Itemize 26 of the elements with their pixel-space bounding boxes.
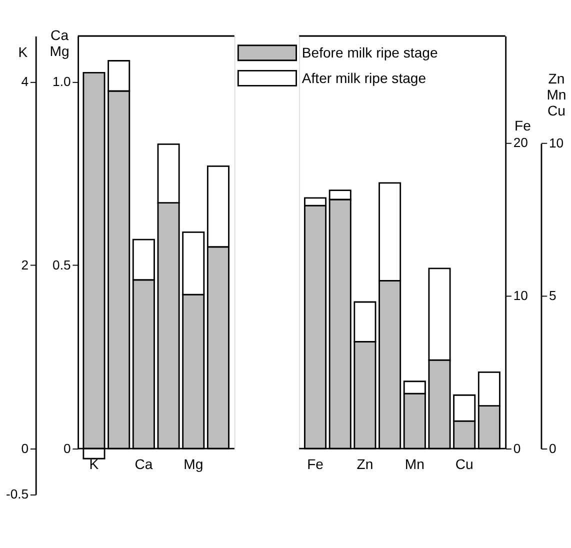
y2-tick-label: 0.5 xyxy=(52,257,71,272)
x-tick-label: Mn xyxy=(404,456,424,472)
y-tick-label: 0 xyxy=(513,440,521,456)
y2-tick-label: 0 xyxy=(63,440,71,456)
y2-tick-label: 1.0 xyxy=(52,74,71,90)
y-tick-label: 2 xyxy=(21,257,29,272)
legend-label: After milk ripe stage xyxy=(302,70,426,86)
x-tick-label: Mg xyxy=(184,456,204,472)
x-tick-label: Zn xyxy=(356,456,374,472)
y-tick-label: -0.5 xyxy=(6,486,29,502)
y2-axis-title: Zn Mn Cu xyxy=(546,70,566,119)
y2-tick-label: 5 xyxy=(548,288,556,304)
y-tick-label: 20 xyxy=(513,135,528,150)
legend-label: Before milk ripe stage xyxy=(302,44,438,61)
y-tick-label: 4 xyxy=(21,74,29,90)
x-tick-label: Ca xyxy=(134,456,153,472)
y-axis-title: Fe xyxy=(514,118,532,134)
y2-axis-title: Ca Mg xyxy=(50,27,70,60)
y-axis-title: K xyxy=(18,44,28,60)
y-tick-label: 10 xyxy=(513,288,528,303)
y-tick-label: 0 xyxy=(21,440,29,456)
x-tick-label: Cu xyxy=(455,456,474,472)
y2-tick-label: 10 xyxy=(548,135,564,150)
y2-tick-label: 0 xyxy=(548,440,556,456)
x-tick-label: K xyxy=(89,456,100,472)
x-tick-label: Fe xyxy=(307,456,324,472)
